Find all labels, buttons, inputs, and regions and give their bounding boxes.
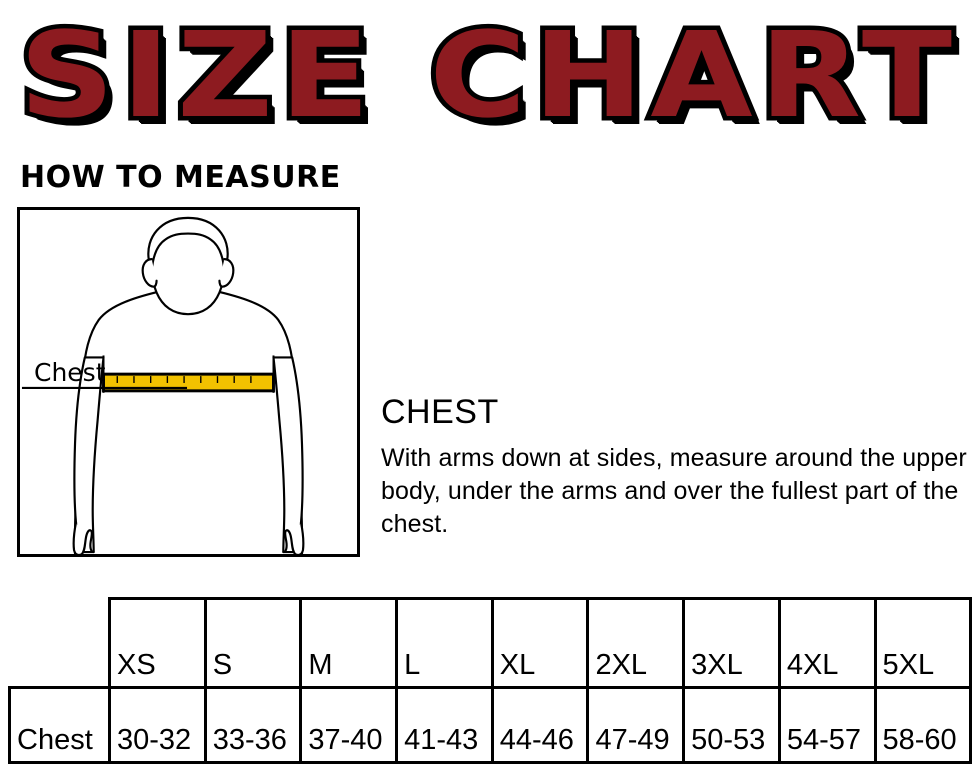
right-ear-outline [218, 258, 235, 288]
chest-value-m: 37-40 [299, 686, 399, 764]
chest-value-s: 33-36 [203, 686, 303, 764]
left-hand-outline [72, 521, 95, 554]
size-header-l: L [395, 597, 494, 689]
chest-description-body: With arms down at sides, measure around … [381, 444, 967, 538]
page-title: SIZE CHART [14, 2, 959, 149]
male-torso-diagram [21, 216, 305, 554]
size-header-4xl: 4XL [777, 597, 877, 689]
chest-value-4xl: 54-57 [777, 686, 877, 764]
chest-value-xs: 30-32 [108, 686, 207, 764]
size-header-3xl: 3XL [682, 597, 781, 689]
title-banner: SIZE CHART [0, 0, 978, 150]
size-header-xl: XL [490, 597, 590, 689]
chest-description-block: CHEST With arms down at sides, measure a… [381, 392, 971, 541]
right-arm-outline [272, 356, 304, 554]
how-to-measure-heading: HOW TO MEASURE [20, 160, 341, 195]
chest-value-5xl: 58-60 [873, 686, 973, 764]
size-header-m: M [299, 597, 399, 689]
chest-value-l: 41-43 [395, 686, 494, 764]
right-hand-outline [282, 521, 305, 554]
chest-measuring-tape [102, 372, 275, 393]
table-corner-cell [10, 599, 110, 688]
size-header-5xl: 5XL [873, 597, 973, 689]
size-header-s: S [203, 597, 303, 689]
chest-callout-label: Chest [34, 358, 106, 387]
table-row-chest: Chest 30-32 33-36 37-40 41-43 44-46 47-4… [8, 686, 973, 764]
chest-value-2xl: 47-49 [586, 686, 686, 764]
table-header-row: XS S M L XL 2XL 3XL 4XL 5XL [10, 597, 973, 689]
size-table-container: XS S M L XL 2XL 3XL 4XL 5XL Chest 30-32 … [8, 597, 973, 764]
chest-value-3xl: 50-53 [682, 686, 781, 764]
size-header-2xl: 2XL [586, 597, 686, 689]
hair-outline [147, 216, 229, 274]
left-arm-outline [73, 356, 105, 554]
size-header-xs: XS [108, 597, 207, 689]
size-table: XS S M L XL 2XL 3XL 4XL 5XL Chest 30-32 … [8, 597, 973, 764]
chest-description-heading: CHEST [381, 393, 499, 431]
tape-tick-marks [116, 376, 252, 383]
chest-value-xl: 44-46 [490, 686, 590, 764]
measurement-figure-box: Chest [17, 207, 360, 557]
left-ear-outline [141, 258, 158, 288]
torso-outline [73, 289, 304, 554]
row-label-chest: Chest [8, 686, 111, 764]
